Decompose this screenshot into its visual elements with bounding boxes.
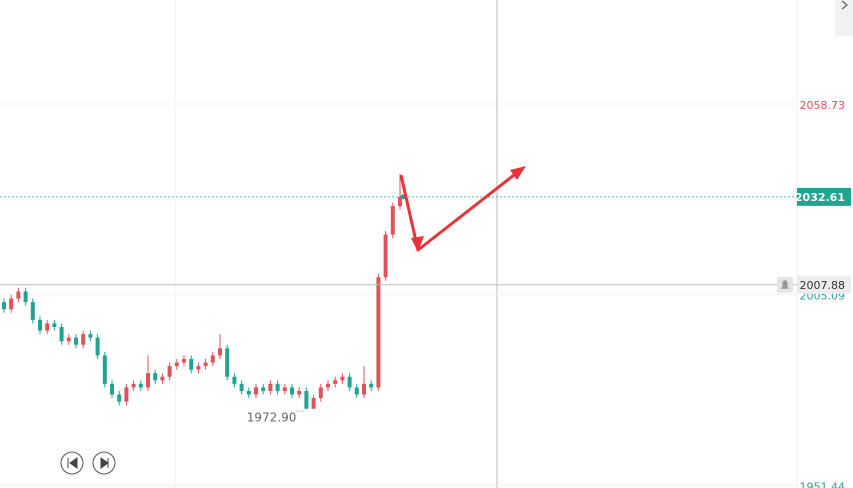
alert-bell-icon [781, 280, 789, 289]
candle-body [268, 383, 273, 391]
candle-body [318, 387, 323, 399]
navigation [60, 451, 116, 475]
crosshair-box [797, 275, 851, 294]
last-price-label: 2032.61 [795, 191, 845, 204]
candle-body [110, 383, 114, 395]
candle-body [232, 376, 237, 384]
last-price-box [797, 187, 851, 206]
next-icon [100, 457, 109, 469]
candle-body [275, 383, 280, 391]
collapse-icon [841, 0, 849, 10]
candle-body [38, 319, 42, 331]
candle-body [124, 387, 129, 402]
collapse-button[interactable] [835, 0, 853, 36]
candle-body [146, 373, 150, 388]
crosshair-label: 2007.88 [800, 279, 846, 292]
candle-body [297, 390, 302, 395]
candle-body [390, 206, 395, 235]
candle-body [225, 348, 230, 377]
candle-body [290, 387, 294, 395]
candle-body [30, 302, 35, 320]
candle-body [203, 362, 208, 367]
y-tick-label: 1951.44 [800, 480, 846, 488]
candle-body [246, 390, 251, 395]
arrow-head [510, 166, 526, 180]
candle-body [131, 383, 136, 388]
candle-body [326, 383, 330, 388]
candle-body [340, 376, 345, 381]
candle-body [189, 358, 194, 370]
candles [2, 174, 402, 410]
candle-body [218, 348, 222, 356]
candle-body [239, 383, 244, 391]
candle-body [153, 373, 158, 381]
candle-body [311, 398, 316, 409]
candle-body [102, 355, 107, 384]
candle-body [23, 291, 28, 303]
candle-body [74, 337, 78, 345]
arrow-head [411, 236, 424, 252]
candle-body [254, 387, 258, 395]
candle-body [210, 355, 215, 363]
candle-body [376, 277, 381, 388]
candle-body [95, 337, 100, 356]
candle-body [66, 337, 71, 342]
min-marker-label: 1972.90 [247, 411, 297, 425]
candle-body [304, 390, 309, 409]
y-tick-label: 2058.73 [800, 99, 846, 112]
candle-body [117, 394, 122, 402]
candle-body [160, 376, 165, 381]
candle-body [369, 383, 374, 388]
candle-body [362, 383, 366, 395]
candle-body [81, 334, 86, 345]
candle-body [167, 366, 172, 377]
candle-body [333, 380, 338, 384]
candle-body [2, 302, 6, 310]
candle-body [398, 196, 402, 207]
candle-body [59, 326, 64, 342]
candle-body [182, 358, 186, 363]
candle-body [16, 291, 21, 299]
candle-body [196, 366, 201, 370]
candle-body [347, 376, 352, 388]
candle-body [261, 387, 266, 391]
candle-body [174, 362, 179, 367]
candle-body [282, 387, 287, 391]
candle-body [88, 334, 93, 338]
candle-body [52, 323, 57, 327]
candle-body [138, 383, 143, 388]
prev-icon [67, 457, 78, 469]
candle-body [383, 234, 388, 278]
candle-body [354, 387, 359, 395]
candle-body [9, 298, 14, 310]
annotation-arrows [399, 166, 526, 252]
candle-body [45, 323, 50, 331]
